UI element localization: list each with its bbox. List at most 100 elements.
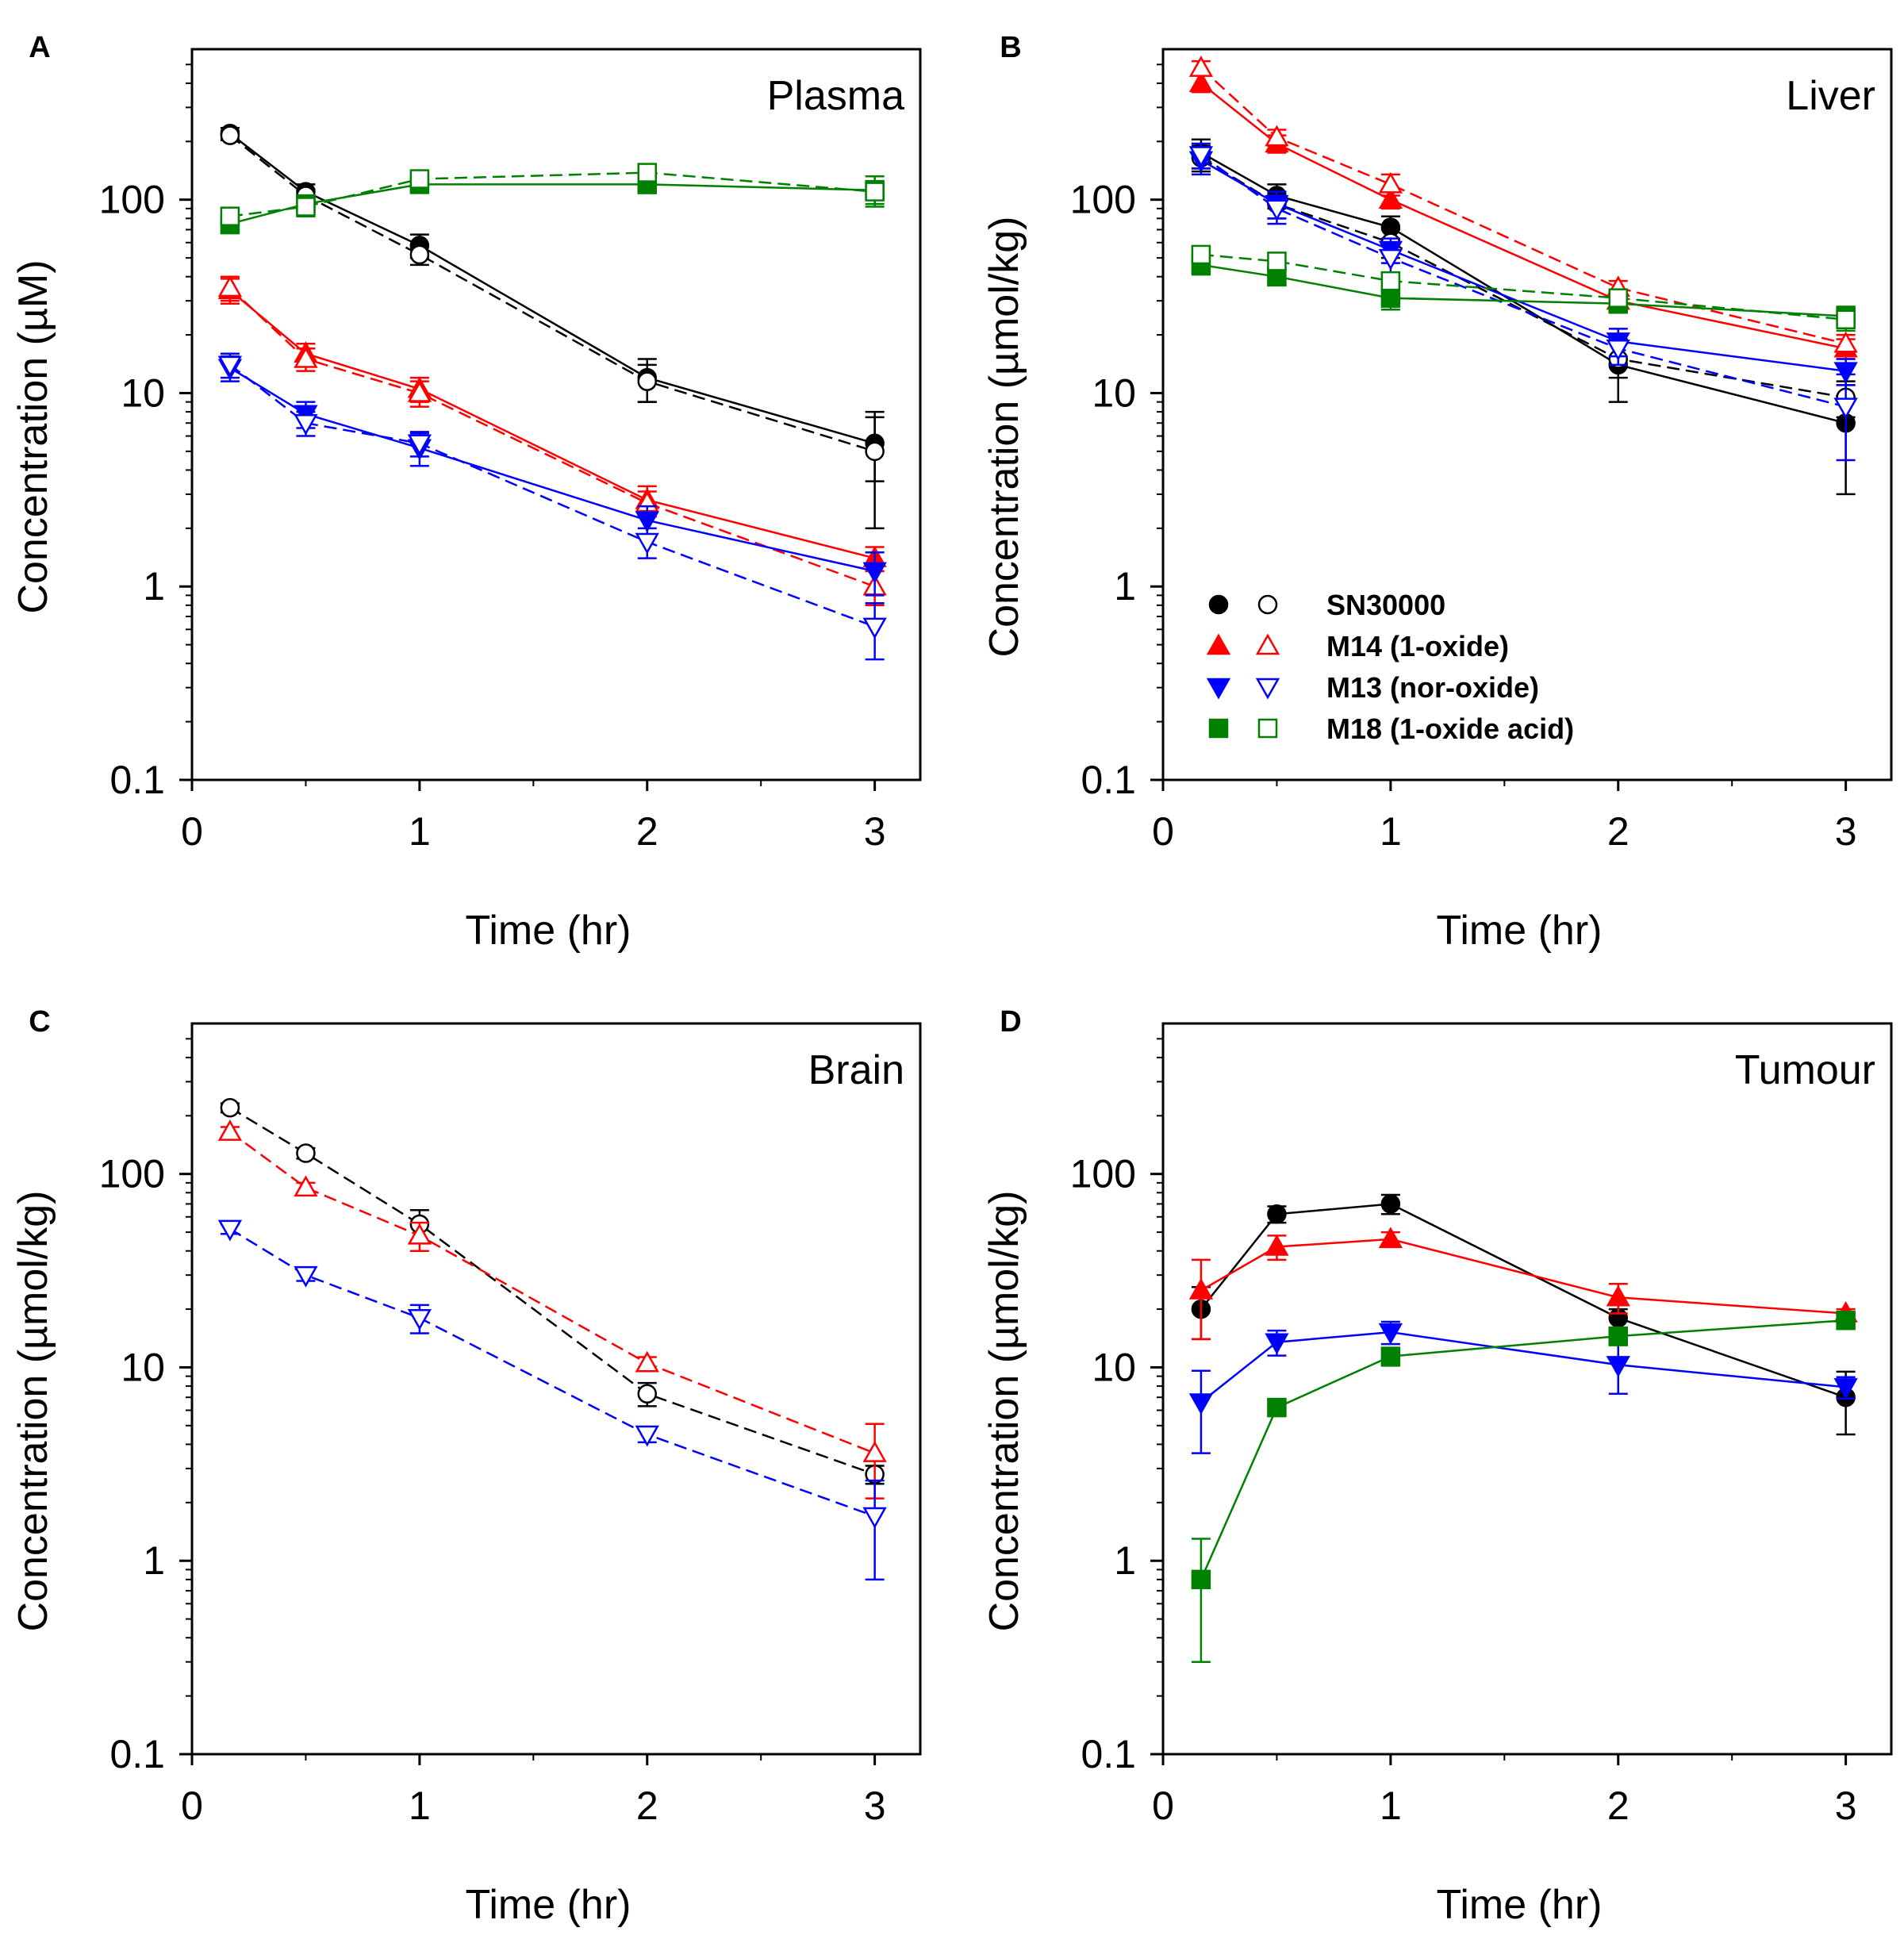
data-point	[1208, 718, 1229, 739]
series-line	[229, 286, 876, 588]
panel-label: D	[1000, 1005, 1021, 1039]
series-line	[1200, 1319, 1846, 1580]
legend-label: SN30000	[1326, 589, 1445, 621]
series-1	[220, 123, 885, 482]
data-point	[217, 1119, 243, 1141]
data-point	[1833, 331, 1858, 353]
plot-frame	[1161, 48, 1893, 781]
series-3	[1188, 71, 1858, 360]
panel-label: A	[29, 31, 50, 64]
data-point	[407, 434, 432, 456]
data-point	[1833, 362, 1858, 384]
data-point	[407, 380, 432, 402]
data-point	[1833, 1378, 1858, 1400]
y-tick-label: 0.1	[109, 1732, 165, 1776]
x-tick-label: 0	[181, 1784, 203, 1828]
x-axis-label: Time (hr)	[1437, 908, 1603, 954]
data-point	[1836, 1310, 1856, 1331]
series-3	[217, 1219, 887, 1581]
legend-item: SN30000	[1208, 589, 1445, 621]
panel-title: Plasma	[767, 73, 904, 119]
data-point	[635, 1350, 659, 1373]
panel-c: 0 1 2 3 0.1 1 10 100 Time (hr) Concentration (µmo…	[10, 1005, 922, 1928]
panel-title: Tumour	[1735, 1047, 1875, 1093]
data-point	[1257, 594, 1278, 615]
series-line	[1200, 82, 1846, 350]
data-point	[865, 182, 885, 202]
data-point	[1255, 633, 1280, 655]
data-point	[1606, 340, 1630, 361]
data-point	[1257, 718, 1278, 739]
x-tick-label: 2	[636, 809, 658, 854]
data-point	[1606, 1284, 1630, 1307]
x-tick-label: 0	[181, 809, 203, 854]
data-point	[1188, 1393, 1214, 1415]
panel-label: B	[1000, 31, 1021, 64]
data-point	[1267, 252, 1287, 271]
data-point	[1378, 171, 1403, 194]
x-tick-label: 2	[636, 1784, 658, 1828]
series-1	[1191, 138, 1856, 496]
series-2	[1191, 144, 1856, 419]
series-5	[217, 355, 887, 597]
data-point	[220, 206, 240, 226]
data-point	[1836, 309, 1856, 330]
series-8	[220, 163, 885, 226]
legend-label: M18 (1-oxide acid)	[1326, 712, 1574, 745]
data-point	[1378, 248, 1403, 271]
series-line	[229, 367, 875, 573]
series-line	[229, 363, 876, 628]
data-point	[1191, 244, 1211, 265]
series-line	[1200, 1331, 1846, 1403]
data-point	[635, 511, 659, 533]
data-point	[1188, 1277, 1214, 1300]
data-point	[217, 355, 243, 378]
series-7	[1191, 255, 1856, 328]
x-tick-label: 2	[1607, 1784, 1630, 1828]
y-axis-label: Concentration (µM)	[10, 259, 56, 613]
data-point	[294, 346, 318, 368]
series-4	[1188, 56, 1858, 355]
series-line	[1200, 1238, 1846, 1315]
y-tick-label: 0.1	[1081, 758, 1136, 802]
panel-title: Brain	[808, 1047, 904, 1093]
series-3	[1188, 1320, 1858, 1454]
legend: SN30000 M14 (1-oxide) M13 (nor-oxide) M18 (…	[1206, 589, 1574, 745]
plot-frame	[190, 48, 922, 781]
y-tick-label: 0.1	[1081, 1732, 1136, 1776]
data-point	[862, 617, 887, 639]
data-point	[217, 1219, 243, 1242]
series-1	[1191, 1193, 1856, 1436]
x-tick-label: 2	[1607, 809, 1630, 854]
y-tick-label: 1	[143, 1538, 165, 1583]
data-point	[296, 1143, 316, 1163]
data-point	[220, 125, 240, 145]
x-axis-label: Time (hr)	[466, 908, 631, 954]
series-2	[217, 1119, 887, 1499]
x-tick-label: 1	[1380, 1784, 1402, 1828]
x-tick-label: 3	[864, 1784, 886, 1828]
data-point	[862, 562, 887, 584]
series-6	[1188, 142, 1858, 462]
data-point	[1191, 1569, 1211, 1590]
data-point	[862, 1441, 887, 1462]
legend-label: M14 (1-oxide)	[1326, 630, 1509, 662]
data-point	[1378, 1227, 1403, 1249]
x-tick-label: 1	[409, 809, 431, 854]
x-tick-label: 0	[1152, 1784, 1174, 1828]
y-tick-label: 10	[1092, 1345, 1136, 1389]
data-point	[1255, 678, 1280, 700]
series-1	[220, 1097, 885, 1485]
data-point	[1265, 125, 1289, 147]
series-line	[229, 1131, 876, 1454]
plot-frame	[1161, 1022, 1893, 1756]
data-point	[1608, 288, 1628, 308]
series-line	[229, 289, 875, 559]
series-6	[217, 352, 887, 661]
x-tick-label: 1	[409, 1784, 431, 1828]
legend-item: M13 (nor-oxide)	[1206, 671, 1539, 704]
series-4	[1191, 1310, 1856, 1663]
data-point	[1380, 1346, 1401, 1366]
